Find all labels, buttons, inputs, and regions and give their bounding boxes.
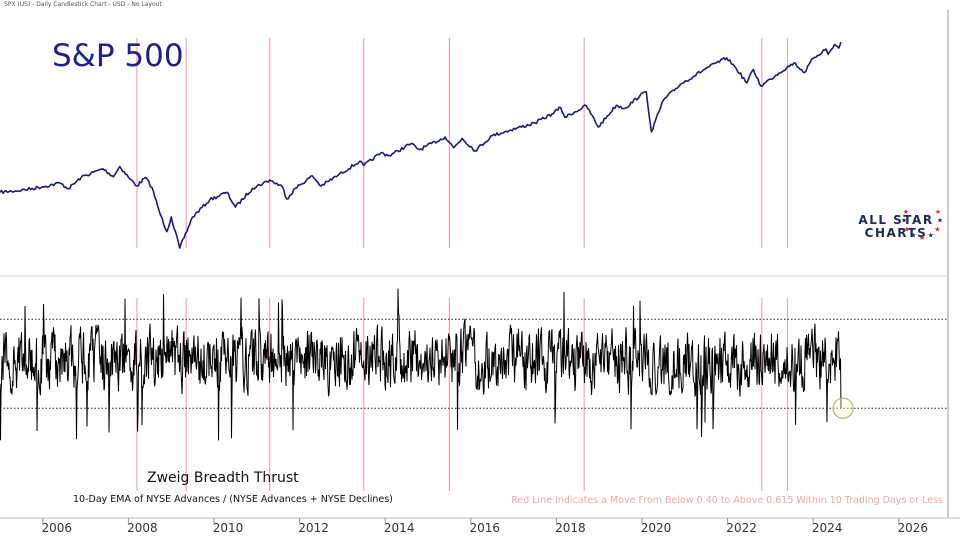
x-tick-label-9: 2024 (811, 521, 843, 535)
logo-star-arc: ★★★★★★★★★ (901, 208, 942, 242)
x-tick-label-2: 2010 (212, 521, 244, 535)
sp500-price-line (0, 41, 842, 249)
x-axis-tick-marks (42, 518, 900, 523)
last-value-marker (832, 397, 854, 419)
x-tick-label-10: 2026 (897, 521, 929, 535)
chart-header-caption: SPX (US) - Daily Candlestick Chart - USD… (4, 1, 162, 8)
logo-star-icon: ★ (910, 232, 916, 240)
price-chart-title: S&P 500 (52, 38, 184, 74)
logo-star-icon: ★ (904, 225, 910, 233)
signal-annotation: Red Line Indicates a Move From Below 0.4… (511, 495, 943, 506)
x-tick-label-5: 2016 (469, 521, 501, 535)
indicator-subtitle: 10-Day EMA of NYSE Advances / (NYSE Adva… (73, 494, 393, 505)
x-tick-label-0: 2006 (41, 521, 73, 535)
logo-star-icon: ★ (903, 208, 909, 216)
x-tick-label-4: 2014 (383, 521, 415, 535)
x-tick-label-6: 2018 (555, 521, 586, 535)
logo-star-icon: ★ (937, 217, 942, 225)
logo-star-icon: ★ (901, 217, 907, 225)
signal-lines (136, 38, 789, 491)
logo-star-icon: ★ (919, 234, 925, 242)
breadth-ema-line (0, 288, 842, 441)
logo-star-icon: ★ (928, 232, 934, 240)
all-star-charts-logo: ALL STAR CHARTS ★ ★ ★ ★ ★ ★ ★ ★ ★ (852, 200, 942, 248)
x-tick-label-8: 2022 (726, 521, 757, 535)
logo-text-line2: CHARTS (864, 226, 928, 240)
logo-star-icon: ★ (935, 208, 941, 216)
x-tick-label-3: 2012 (298, 521, 329, 535)
indicator-title: Zweig Breadth Thrust (147, 470, 299, 486)
logo-star-icon: ★ (934, 225, 940, 233)
logo-text-line1: ALL STAR (858, 213, 934, 227)
x-tick-label-1: 2008 (127, 521, 158, 535)
reference-lines (0, 318, 948, 409)
x-tick-label-7: 2020 (640, 521, 672, 535)
